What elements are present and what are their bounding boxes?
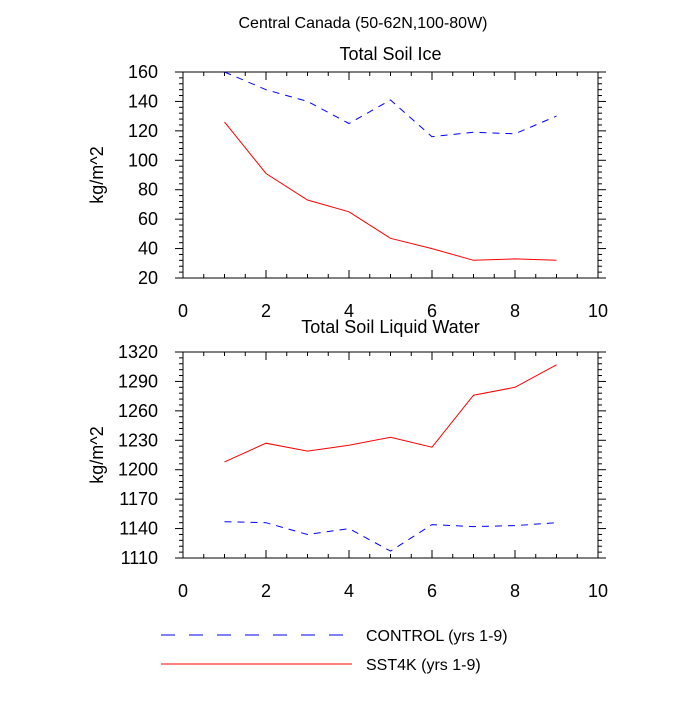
y-tick-label: 60: [138, 209, 158, 229]
x-tick-label: 2: [261, 301, 271, 321]
figure-title: Central Canada (50-62N,100-80W): [238, 15, 487, 32]
legend: CONTROL (yrs 1-9) SST4K (yrs 1-9): [161, 628, 508, 674]
x-tick-label: 0: [178, 581, 188, 601]
series-line-control: [224, 521, 557, 552]
data-point: [514, 132, 517, 135]
series-line-control: [224, 71, 557, 138]
y-tick-label: 20: [138, 268, 158, 288]
y-tick-label: 160: [128, 62, 158, 82]
y-tick-label: 1320: [118, 342, 158, 362]
y-tick-label: 140: [128, 91, 158, 111]
x-tick-label: 10: [588, 301, 608, 321]
x-tick-label: 8: [510, 581, 520, 601]
plot-frame: [182, 351, 599, 559]
series-line-sst4k: [224, 121, 557, 261]
plot-frame: [182, 71, 599, 279]
y-tick-label: 120: [128, 121, 158, 141]
y-tick-label: 1260: [118, 401, 158, 421]
data-point: [555, 521, 558, 524]
y-tick-label: 1200: [118, 460, 158, 480]
x-tick-label: 4: [344, 581, 354, 601]
y-tick-label: 1170: [119, 489, 158, 509]
y-tick-label: 40: [138, 239, 158, 259]
data-point: [348, 527, 351, 530]
y-tick-label: 1290: [118, 371, 158, 391]
legend-label: CONTROL (yrs 1-9): [366, 628, 508, 645]
series-line-sst4k: [224, 364, 557, 463]
x-tick-label: 0: [178, 301, 188, 321]
x-tick-label: 6: [427, 581, 437, 601]
legend-label: SST4K (yrs 1-9): [366, 657, 481, 674]
x-tick-label: 4: [344, 301, 354, 321]
x-tick-label: 8: [510, 301, 520, 321]
x-tick-label: 6: [427, 301, 437, 321]
y-tick-label: 1140: [119, 519, 158, 539]
y-tick-label: 1230: [118, 430, 158, 450]
chart-panel-2: 0 2 4 6 8 10 1110 1140 1170 1200 1230 1260 1290 1320 T…: [87, 317, 608, 601]
y-axis-label: kg/m^2: [87, 426, 107, 483]
panel-title: Total Soil Liquid Water: [301, 317, 479, 337]
chart-panel-1: 0 2 4 6 8 10 20 40 60 80 100 120 140 160 Total Soil Ic…: [87, 44, 608, 321]
x-tick-label: 10: [588, 581, 608, 601]
y-tick-label: 100: [128, 150, 158, 170]
y-tick-label: 80: [138, 180, 158, 200]
y-axis-label: kg/m^2: [87, 146, 107, 203]
data-point: [306, 100, 309, 103]
x-tick-label: 2: [261, 581, 271, 601]
y-tick-label: 1110: [121, 548, 158, 568]
panel-title: Total Soil Ice: [339, 44, 441, 64]
